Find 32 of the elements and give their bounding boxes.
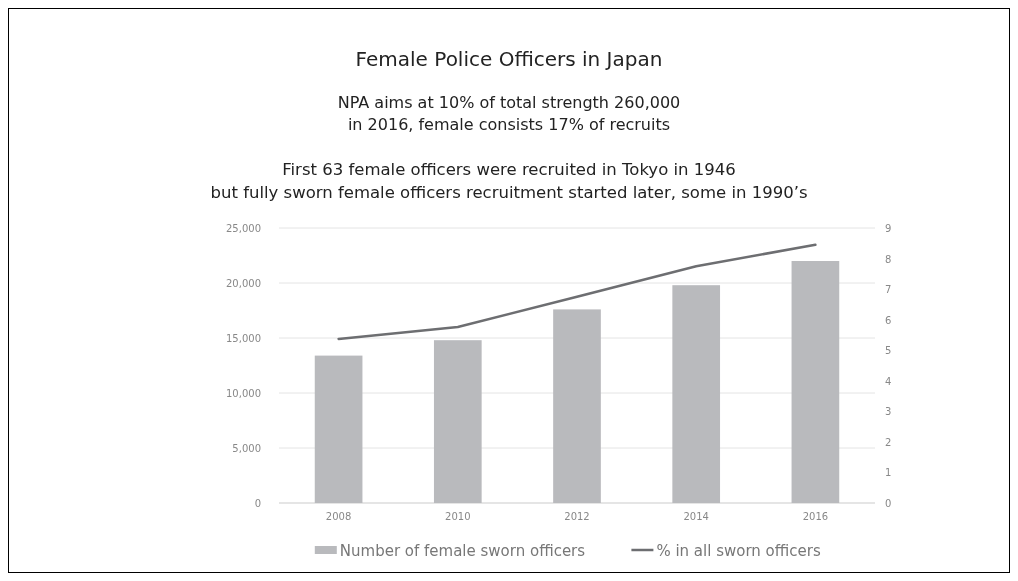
y2-tick-label: 1 [885, 467, 892, 479]
x-tick-label: 2014 [683, 511, 709, 522]
bar [672, 285, 721, 503]
legend-label: Number of female sworn officers [339, 542, 586, 560]
y-tick-label: 20,000 [226, 278, 261, 289]
x-tick-label: 2012 [564, 511, 590, 522]
y2-tick-label: 0 [885, 498, 892, 509]
line-series [337, 243, 817, 341]
y-tick-label: 0 [254, 498, 261, 509]
chart-title: Female Police Officers in Japan [355, 47, 663, 71]
x-tick-label: 2008 [325, 511, 352, 522]
bar [791, 261, 840, 503]
y-tick-label: 10,000 [226, 388, 261, 399]
bar [553, 309, 601, 503]
y2-tick-label: 9 [885, 223, 892, 234]
y2-tick-label: 2 [885, 436, 892, 448]
bar [314, 355, 363, 503]
y2-tick-label: 3 [885, 406, 892, 418]
y-tick-label: 5,000 [232, 443, 261, 454]
bar [433, 340, 482, 503]
legend-label: % in all sworn officers [656, 542, 821, 560]
x-tick-label: 2016 [802, 511, 829, 522]
y2-tick-label: 8 [885, 253, 892, 265]
x-tick-label: 2010 [445, 511, 471, 522]
y2-tick-label: 5 [885, 345, 892, 357]
chart-subtitle: NPA aims at 10% of total strength 260,000 in 2016, female consists 17% of recruits [337, 93, 681, 134]
y2-tick-label: 7 [885, 284, 892, 296]
y-tick-label: 15,000 [226, 333, 261, 344]
y2-tick-label: 6 [885, 314, 892, 326]
text: First 63 female officers were recruited in Tokyo in 1946 but fully sworn female officers recruitment started later, some in 1990’s [210, 160, 808, 202]
y2-tick-label: 4 [885, 375, 892, 387]
y-tick-label: 25,000 [226, 223, 261, 234]
